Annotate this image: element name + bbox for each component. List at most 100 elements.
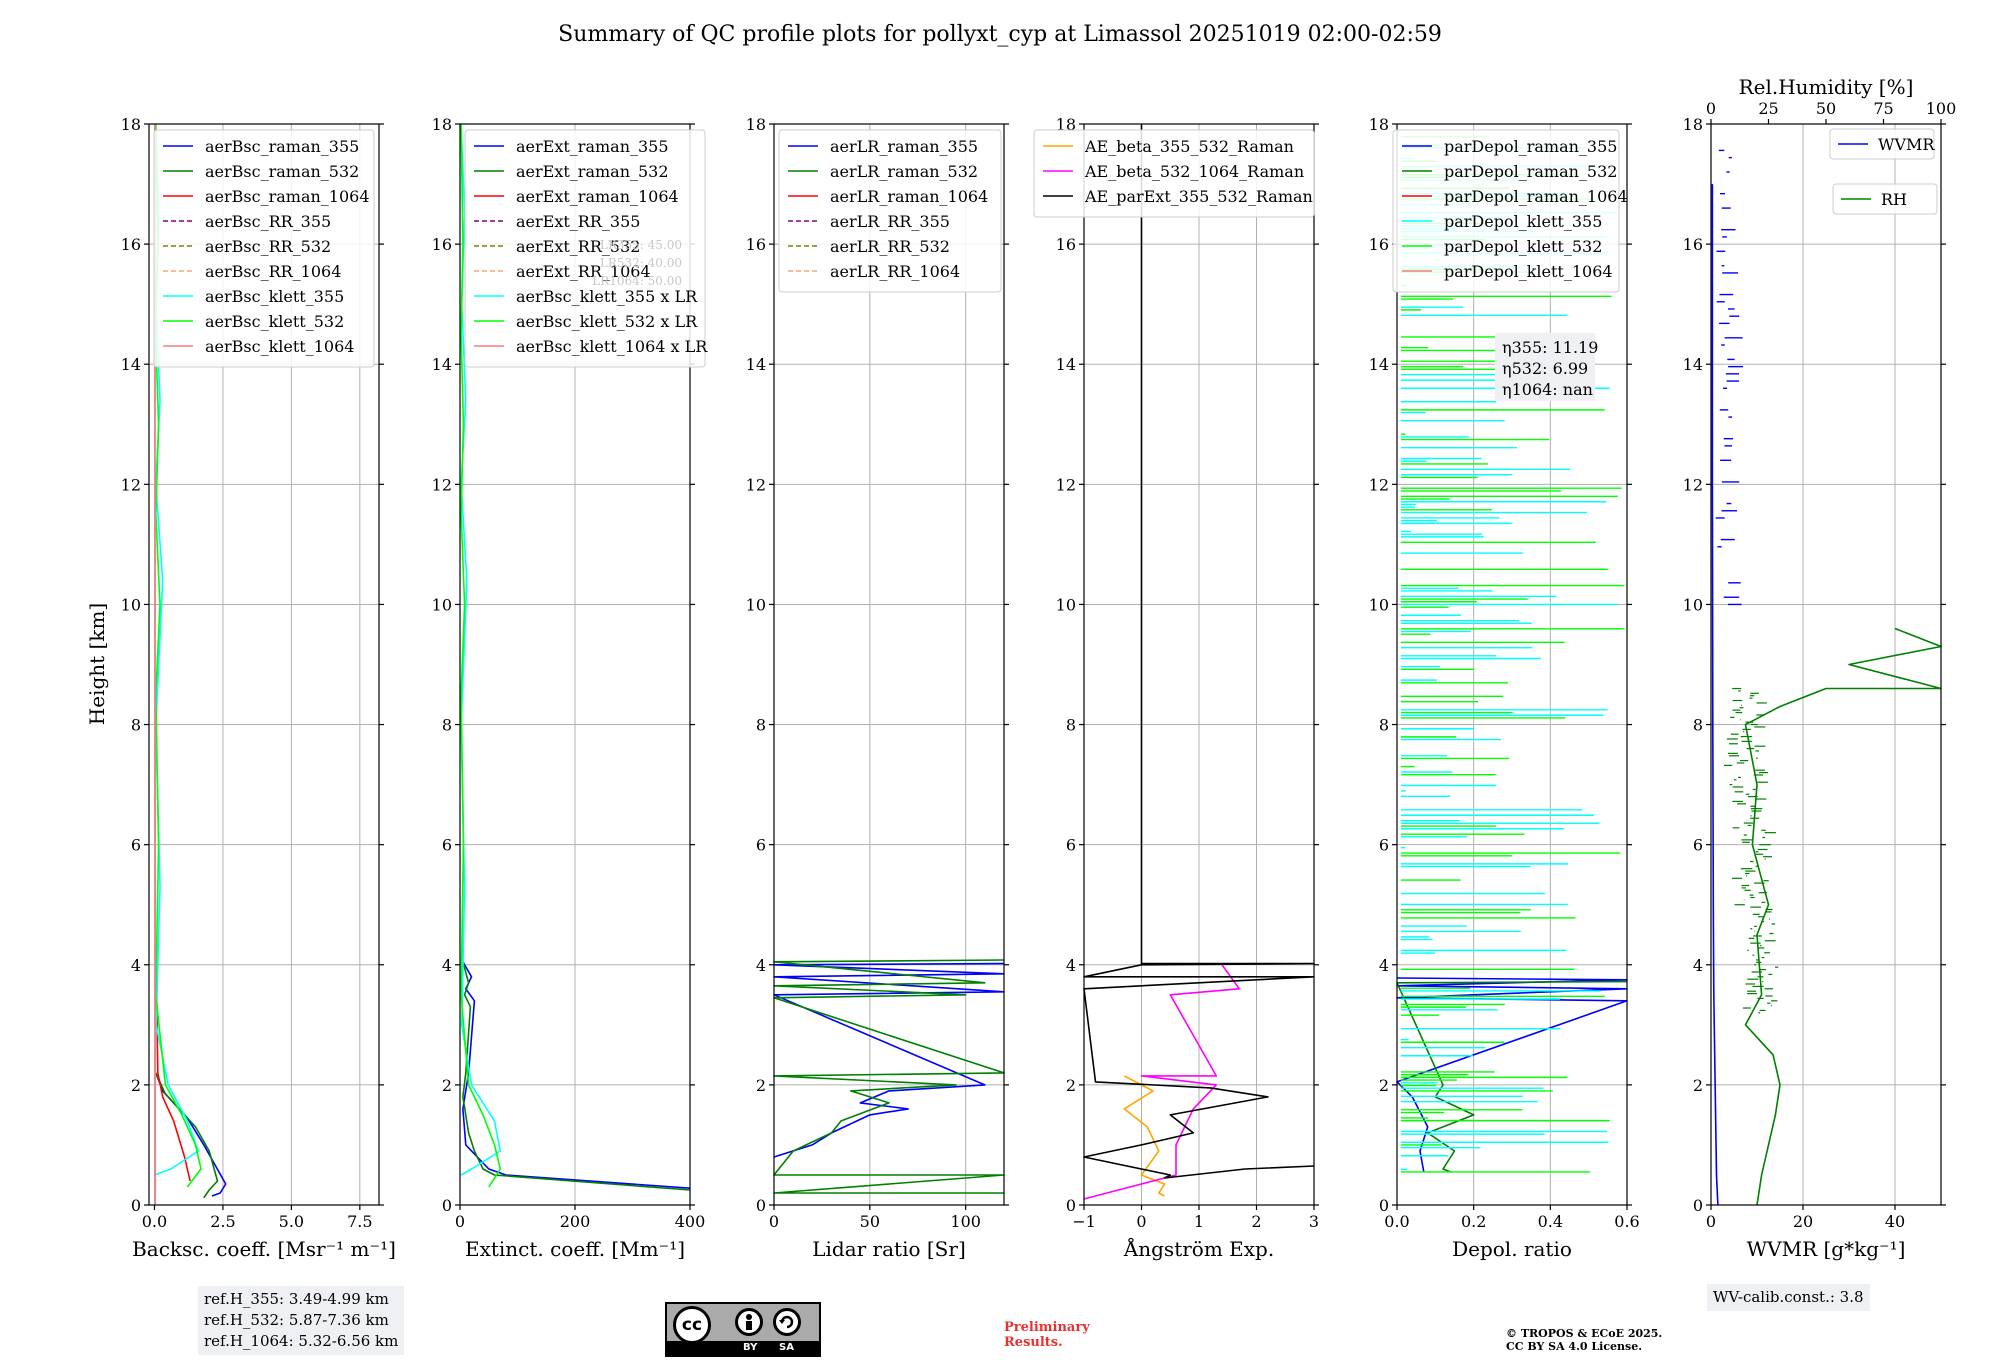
legend-item-aerLR_RR_532: aerLR_RR_532 — [830, 237, 950, 256]
x-tick-label: 40 — [1885, 1212, 1905, 1231]
y-tick-label: 8 — [442, 716, 452, 735]
ref-height-355: ref.H_355: 3.49-4.99 km — [204, 1290, 389, 1308]
y-tick-label: 8 — [1066, 716, 1076, 735]
x-tick-label: 0 — [455, 1212, 465, 1231]
y-tick-label: 14 — [1683, 355, 1703, 374]
x-tick-label: 0.0 — [142, 1212, 167, 1231]
legend-box — [1392, 129, 1620, 293]
legend-item-AE_parExt_355_532_Raman: AE_parExt_355_532_Raman — [1084, 187, 1313, 206]
y-tick-label: 2 — [1066, 1076, 1076, 1095]
y-tick-label: 10 — [746, 595, 766, 614]
x-tick-label: 2.5 — [210, 1212, 235, 1231]
x-axis-label-extinction: Extinct. coeff. [Mm⁻¹] — [465, 1237, 685, 1261]
share-alike-icon — [773, 1308, 801, 1336]
series-angstrom — [1083, 124, 1315, 1200]
series-line-WVMR — [1711, 184, 1719, 1206]
y-tick-label: 10 — [1369, 595, 1389, 614]
legend-backscatter: aerBsc_raman_355 aerBsc_raman_532 aerBsc_r… — [153, 129, 375, 368]
legend-item-aerLR_raman_355: aerLR_raman_355 — [830, 137, 978, 156]
x-tick-label: 0 — [1706, 1212, 1716, 1231]
legend-item-AE_beta_355_532_Raman: AE_beta_355_532_Raman — [1084, 137, 1294, 156]
x-axis-label-lidar_ratio: Lidar ratio [Sr] — [812, 1237, 966, 1261]
x-tick-label: 50 — [860, 1212, 880, 1231]
y-tick-label: 16 — [746, 235, 766, 254]
legend-box — [1033, 129, 1315, 218]
rh-noise — [1724, 687, 1779, 1014]
grid-wvmr_rh — [1710, 123, 1941, 1206]
x2-tick-label: 100 — [1926, 99, 1957, 118]
y-tick-label: 0 — [756, 1196, 766, 1215]
legend-item-aerBsc_klett_1064: aerBsc_klett_1064 — [205, 337, 354, 356]
x2-axis-label: Rel.Humidity [%] — [1739, 75, 1914, 99]
x-tick-label: −1 — [1072, 1212, 1096, 1231]
y-tick-label: 12 — [1056, 475, 1076, 494]
lr-annotation: LR355: 45.00 — [600, 238, 682, 252]
legend-item-aerLR_raman_1064: aerLR_raman_1064 — [830, 187, 988, 206]
legend-item-AE_beta_532_1064_Raman: AE_beta_532_1064_Raman — [1084, 162, 1304, 181]
eta-label: η355: 11.19 — [1502, 338, 1598, 357]
y-axis-wvmr_rh: 0 2 4 6 8 10 12 14 16 18 — [1683, 115, 1946, 1215]
y-tick-label: 0 — [1693, 1196, 1703, 1215]
panel-depolarization: 0 2 4 6 8 10 12 14 16 18 0.0 0.2 0.4 0.6 Depol. ratio p… — [1369, 115, 1640, 1261]
y-tick-label: 12 — [121, 475, 141, 494]
y-tick-label: 4 — [442, 956, 452, 975]
legend-angstrom: AE_beta_355_532_Raman AE_beta_532_1064_Ra… — [1033, 129, 1315, 218]
x-axis-angstrom: −1 0 1 2 3 Ångström Exp. — [1072, 1205, 1319, 1261]
ref-height-1064: ref.H_1064: 5.32-6.56 km — [204, 1332, 399, 1350]
y-tick-label: 8 — [131, 716, 141, 735]
copyright-note: © TROPOS & ECoE 2025. CC BY SA 4.0 Licen… — [1506, 1327, 1662, 1353]
wvmr-noise — [1715, 149, 1744, 606]
axes-frame-wvmr_rh — [1710, 123, 1942, 1206]
y-tick-label: 12 — [1369, 475, 1389, 494]
y-tick-label: 18 — [1056, 115, 1076, 134]
lr-annotation: LR532: 40.00 — [600, 256, 682, 270]
y-axis-backscatter: 0 2 4 6 8 10 12 14 16 18 — [121, 115, 384, 1215]
series-line-aerBsc_raman_532 — [155, 1072, 219, 1199]
y-tick-label: 8 — [1379, 716, 1389, 735]
legend-item-aerLR_raman_532: aerLR_raman_532 — [830, 162, 978, 181]
legend-item-parDepol_raman_1064: parDepol_raman_1064 — [1444, 187, 1628, 206]
preliminary-line-1: Preliminary — [1004, 1320, 1090, 1335]
x-tick-label: 2 — [1251, 1212, 1261, 1231]
figure-title: Summary of QC profile plots for pollyxt_… — [558, 22, 1442, 47]
cc-sa-label: SA — [779, 1342, 794, 1353]
x-axis-backscatter: 0.0 2.5 5.0 7.5 Backsc. coeff. [Msr⁻¹ m⁻¹] — [132, 1205, 396, 1261]
legend-item-aerBsc_RR_532: aerBsc_RR_532 — [205, 237, 331, 256]
y-tick-label: 2 — [756, 1076, 766, 1095]
eta-box — [1495, 333, 1595, 401]
y-tick-label: 14 — [746, 355, 766, 374]
y-tick-label: 14 — [1056, 355, 1076, 374]
x-axis-label-depolarization: Depol. ratio — [1452, 1237, 1572, 1261]
series-lidar_ratio — [773, 959, 1005, 1194]
x-tick-label: 0.6 — [1614, 1212, 1639, 1231]
legend-item-aerBsc_klett_1064 x LR: aerBsc_klett_1064 x LR — [516, 337, 708, 356]
y-axis-angstrom: 0 2 4 6 8 10 12 14 16 18 — [1056, 115, 1319, 1215]
legend-item-aerBsc_raman_532: aerBsc_raman_532 — [205, 162, 359, 181]
legend-item-aerExt_raman_1064: aerExt_raman_1064 — [516, 187, 679, 206]
legend-item-aerLR_RR_355: aerLR_RR_355 — [830, 212, 950, 231]
x-tick-label: 200 — [560, 1212, 591, 1231]
y-axis-lidar_ratio: 0 2 4 6 8 10 12 14 16 18 — [746, 115, 1009, 1215]
y-tick-label: 4 — [1693, 956, 1703, 975]
grid-angstrom — [1083, 123, 1315, 1206]
y-tick-label: 0 — [131, 1196, 141, 1215]
y-tick-label: 16 — [432, 235, 452, 254]
panel-backscatter: 0 2 4 6 8 10 12 14 16 18 0.0 2.5 5.0 7.5 Backsc. coeff… — [121, 115, 396, 1261]
legend-item-parDepol_klett_532: parDepol_klett_532 — [1444, 237, 1602, 256]
axes-frame-backscatter — [148, 123, 380, 1206]
x2-tick-label: 50 — [1816, 99, 1836, 118]
legend-item-WVMR: WVMR — [1878, 135, 1935, 154]
legend-lidar_ratio: aerLR_raman_355 aerLR_raman_532 aerLR_rama… — [778, 129, 1002, 293]
x-axis-label-angstrom: Ångström Exp. — [1123, 1236, 1274, 1261]
y-tick-label: 14 — [432, 355, 452, 374]
series-line-aerLR_raman_355 — [773, 962, 1005, 1158]
lr-annotation: LR1064: 50.00 — [592, 274, 682, 288]
legend-item-aerExt_raman_532: aerExt_raman_532 — [516, 162, 669, 181]
y-tick-label: 2 — [442, 1076, 452, 1095]
x-tick-label: 1 — [1194, 1212, 1204, 1231]
legend-item-aerExt_raman_355: aerExt_raman_355 — [516, 137, 669, 156]
eta-label: η532: 6.99 — [1502, 359, 1588, 378]
y-tick-label: 18 — [1683, 115, 1703, 134]
